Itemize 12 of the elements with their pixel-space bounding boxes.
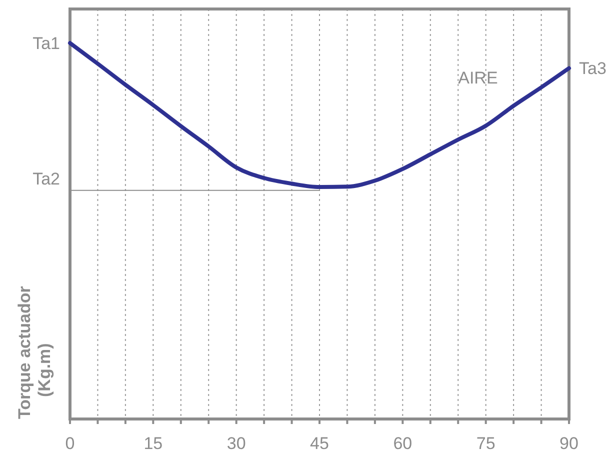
annotation: Ta1 — [32, 34, 60, 54]
series-label: AIRE — [458, 68, 498, 88]
x-tick-label: 30 — [226, 434, 246, 453]
x-tick-label: 0 — [65, 434, 75, 453]
x-tick-label: 60 — [393, 434, 412, 453]
x-tick-label: 75 — [476, 434, 496, 453]
y-axis-title: Torque actuador (Kg.m) — [15, 286, 54, 419]
x-tick-label: 45 — [310, 434, 329, 453]
annotation: Ta3 — [579, 59, 606, 78]
series-label: Ta2 — [32, 169, 60, 188]
x-tick-label: 90 — [560, 434, 578, 453]
x-tick-label: 15 — [144, 434, 163, 453]
